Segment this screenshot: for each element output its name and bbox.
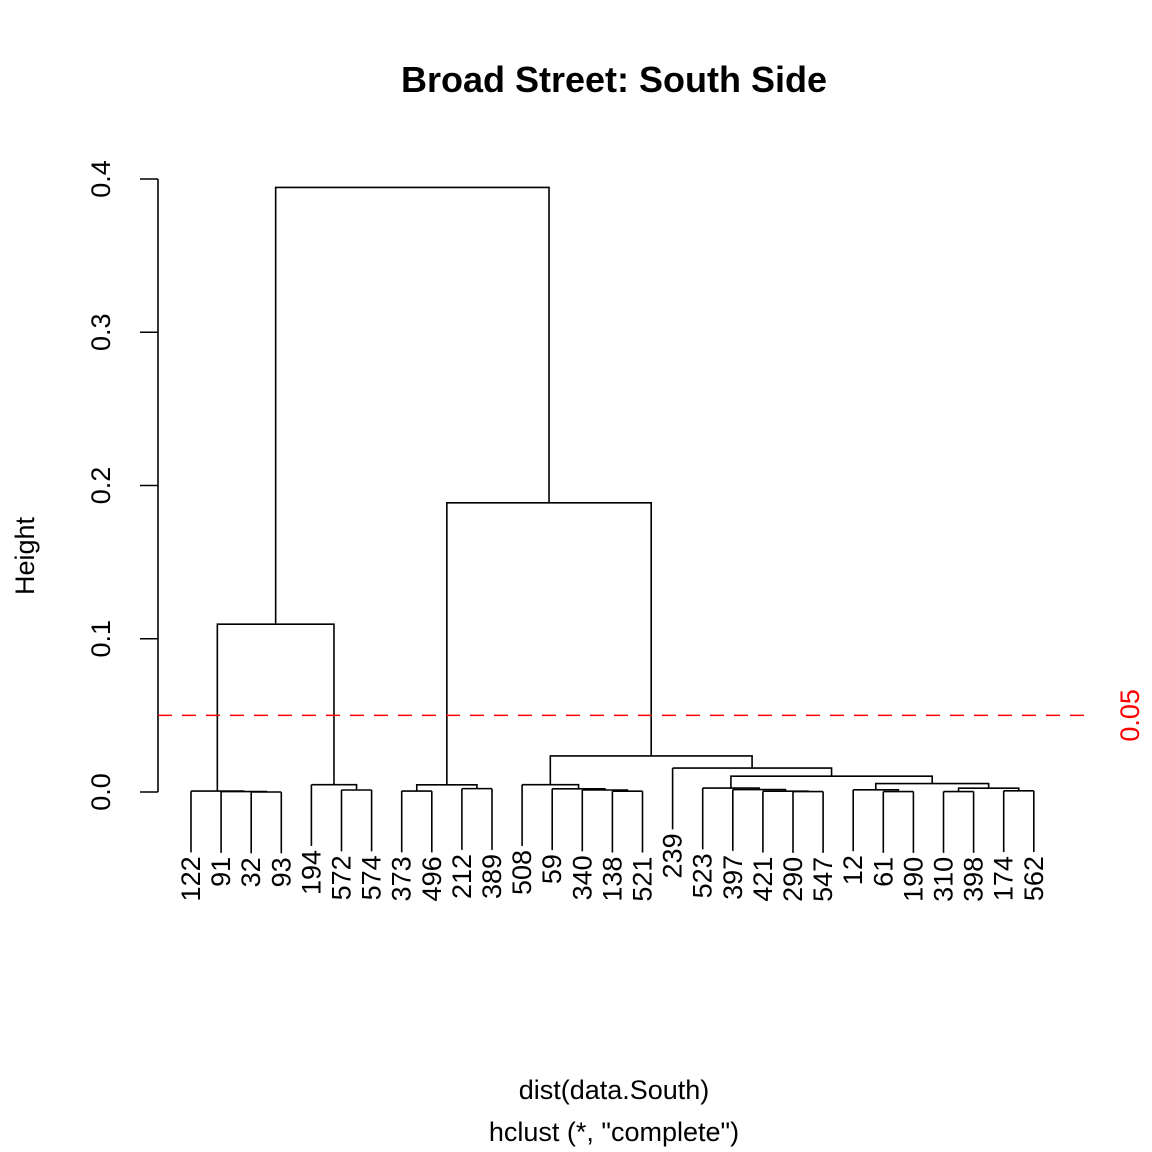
merge-link xyxy=(446,502,653,785)
leaf-label: 508 xyxy=(507,850,537,895)
leaf-label: 547 xyxy=(808,857,838,902)
leaf-label: 373 xyxy=(387,856,417,901)
leaf-label: 93 xyxy=(266,857,296,887)
leaf-label: 59 xyxy=(537,854,567,884)
merge-link xyxy=(730,775,934,789)
leaf-label: 496 xyxy=(417,856,447,901)
chart-title: Broad Street: South Side xyxy=(401,59,827,100)
merge-link xyxy=(957,787,1020,792)
y-tick-label: 0.1 xyxy=(86,620,116,658)
cut-threshold: 0.05 xyxy=(158,689,1145,742)
merge-link xyxy=(216,623,335,792)
y-tick-label: 0.3 xyxy=(86,313,116,351)
merge-link xyxy=(702,787,760,790)
y-tick-label: 0.0 xyxy=(86,773,116,811)
merge-link xyxy=(582,789,629,792)
leaf-label: 174 xyxy=(989,856,1019,901)
merge-link xyxy=(274,186,550,625)
merge-link xyxy=(732,788,787,792)
leaf-label: 523 xyxy=(688,853,718,898)
merge-link xyxy=(853,789,900,792)
dendrogram-tree xyxy=(190,186,1035,854)
cut-label: 0.05 xyxy=(1115,689,1145,742)
merge-link xyxy=(522,783,580,789)
leaf-label: 574 xyxy=(357,855,387,900)
leaf-label: 239 xyxy=(658,833,688,878)
leaf-label: 398 xyxy=(959,857,989,902)
leaf-label: 310 xyxy=(929,857,959,902)
leaf-label: 12 xyxy=(838,855,868,885)
y-tick-label: 0.4 xyxy=(86,160,116,198)
merge-link xyxy=(672,767,833,777)
leaf-label: 340 xyxy=(567,855,597,900)
y-axis: 0.0 0.1 0.2 0.3 0.4 xyxy=(86,160,159,811)
x-axis-label: dist(data.South) xyxy=(519,1075,710,1105)
leaf-label: 562 xyxy=(1019,856,1049,901)
method-sublabel: hclust (*, "complete") xyxy=(489,1117,739,1147)
leaf-labels: 122 91 32 93 194 572 574 373 496 212 389 508 59 340 13… xyxy=(176,833,1049,902)
leaf-label: 521 xyxy=(628,857,658,902)
leaf-label: 138 xyxy=(597,857,627,902)
leaf-label: 572 xyxy=(327,855,357,900)
merge-link xyxy=(549,755,753,785)
leaf-label: 61 xyxy=(868,857,898,887)
leaf-label: 421 xyxy=(748,857,778,902)
leaf-label: 389 xyxy=(477,854,507,899)
leaf-label: 122 xyxy=(176,856,206,901)
y-axis-label: Height xyxy=(10,516,40,595)
leaf-label: 212 xyxy=(447,854,477,899)
leaf-label: 91 xyxy=(206,857,236,887)
merge-link xyxy=(552,787,606,791)
y-tick-label: 0.2 xyxy=(86,467,116,505)
leaf-label: 190 xyxy=(898,857,928,902)
leaf-label: 32 xyxy=(236,857,266,887)
leaf-label: 194 xyxy=(296,850,326,895)
merge-link xyxy=(311,783,358,791)
leaf-label: 397 xyxy=(718,855,748,900)
leaf-label: 290 xyxy=(778,857,808,902)
